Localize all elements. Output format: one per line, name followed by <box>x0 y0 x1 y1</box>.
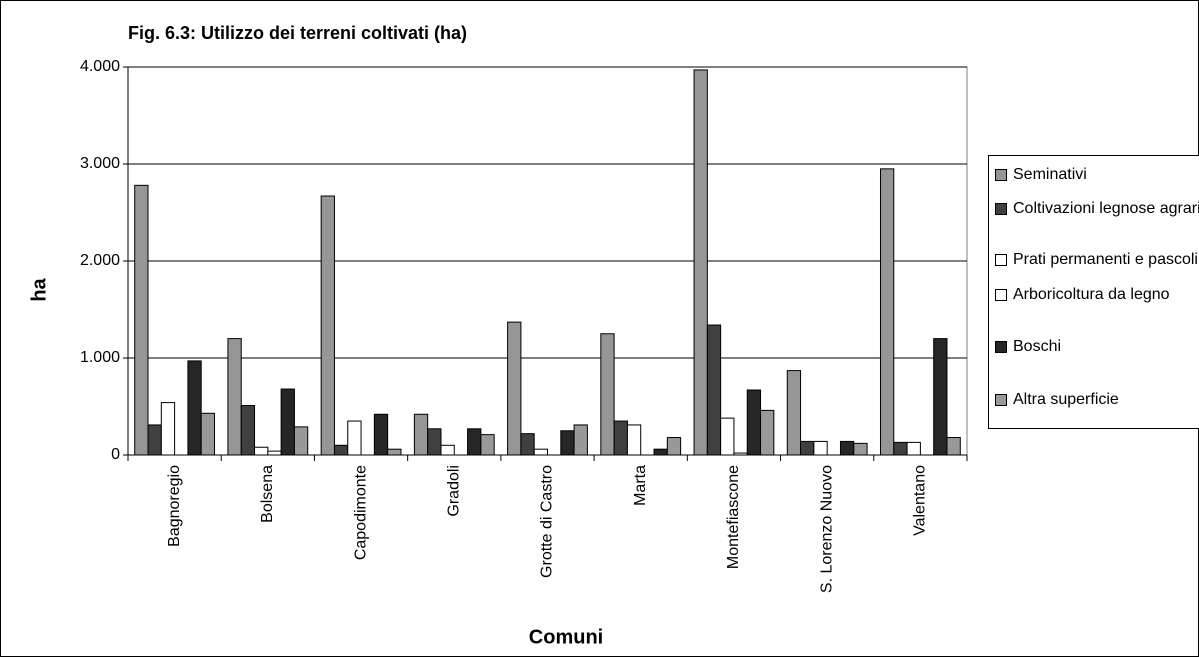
bar <box>427 428 442 456</box>
bar <box>240 405 256 456</box>
legend-label: Prati permanenti e pascoli <box>1013 251 1198 268</box>
bar <box>533 448 549 456</box>
bar <box>347 420 362 456</box>
bar <box>746 389 762 456</box>
legend-item: Seminativi <box>995 166 1199 183</box>
bar <box>666 437 682 456</box>
bar <box>333 444 349 456</box>
x-tick-label: Montefiascone <box>725 465 742 569</box>
bar <box>227 338 242 456</box>
chart-title: Fig. 6.3: Utilizzo dei terreni coltivati… <box>128 23 467 43</box>
bar <box>893 441 908 456</box>
bar <box>280 388 295 456</box>
x-tick-label: Bolsena <box>259 465 276 523</box>
bar <box>387 448 402 456</box>
bar <box>906 441 921 456</box>
bar <box>560 430 575 456</box>
x-tick-label: S. Lorenzo Nuovo <box>818 465 835 593</box>
y-tick-label: 2.000 <box>80 252 120 269</box>
legend-label: Seminativi <box>1013 166 1087 183</box>
bar <box>293 426 309 456</box>
bar <box>440 444 455 456</box>
bar <box>933 338 948 456</box>
legend-swatch <box>995 203 1007 215</box>
bar <box>187 360 202 456</box>
bar <box>413 413 429 456</box>
bar <box>946 437 961 456</box>
bar <box>267 450 282 456</box>
bar <box>813 440 828 456</box>
bar <box>839 440 855 456</box>
bar <box>520 433 535 456</box>
legend-swatch <box>995 394 1007 406</box>
bar <box>879 168 895 456</box>
bar <box>760 409 775 456</box>
bar <box>693 69 708 456</box>
bar <box>720 417 735 456</box>
legend-label: Arboricoltura da legno <box>1013 286 1170 303</box>
y-axis-title: ha <box>28 277 50 301</box>
bar <box>613 420 628 456</box>
y-tick-label: 3.000 <box>80 155 120 172</box>
bar <box>573 424 588 456</box>
bar <box>320 195 335 456</box>
y-tick-label: 4.000 <box>80 58 120 75</box>
legend-swatch <box>995 289 1007 301</box>
x-tick-label: Valentano <box>912 465 929 536</box>
bar <box>467 428 482 456</box>
legend-item: Boschi <box>995 338 1199 355</box>
x-tick-label: Capodimonte <box>352 465 369 560</box>
legend-swatch <box>995 169 1007 181</box>
bar <box>147 424 162 456</box>
legend-label: Boschi <box>1013 338 1062 355</box>
bar <box>626 424 642 456</box>
legend-label: Coltivazioni legnose agrarie <box>1013 200 1199 217</box>
legend: Seminativi Coltivazioni legnose agrarie Pr… <box>988 155 1199 429</box>
x-tick-label: Gradoli <box>445 465 462 517</box>
y-tick-label: 1.000 <box>80 349 120 366</box>
legend-label: Altra superficie <box>1013 391 1119 408</box>
x-tick-label: Marta <box>632 465 649 506</box>
bar <box>600 333 615 456</box>
bar <box>134 184 149 456</box>
x-tick-label: Bagnoregio <box>166 465 183 547</box>
legend-swatch <box>995 254 1007 266</box>
bar <box>507 321 522 456</box>
x-axis-title: Comuni <box>529 626 603 648</box>
bar <box>653 448 668 456</box>
legend-item: Coltivazioni legnose agrarie <box>995 200 1199 217</box>
x-tick-label: Grotte di Castro <box>539 465 556 578</box>
bar <box>480 434 495 456</box>
bar <box>373 413 389 456</box>
legend-item: Prati permanenti e pascoli <box>995 251 1199 268</box>
bar <box>706 324 722 456</box>
bar <box>853 442 868 456</box>
bar <box>254 446 269 456</box>
legend-item: Arboricoltura da legno <box>995 286 1199 303</box>
legend-item: Altra superficie <box>995 391 1199 408</box>
y-tick-label: 0 <box>111 446 120 463</box>
bar <box>786 370 802 456</box>
bar <box>160 402 176 456</box>
bar <box>200 412 216 456</box>
legend-swatch <box>995 341 1007 353</box>
bar <box>800 440 815 456</box>
